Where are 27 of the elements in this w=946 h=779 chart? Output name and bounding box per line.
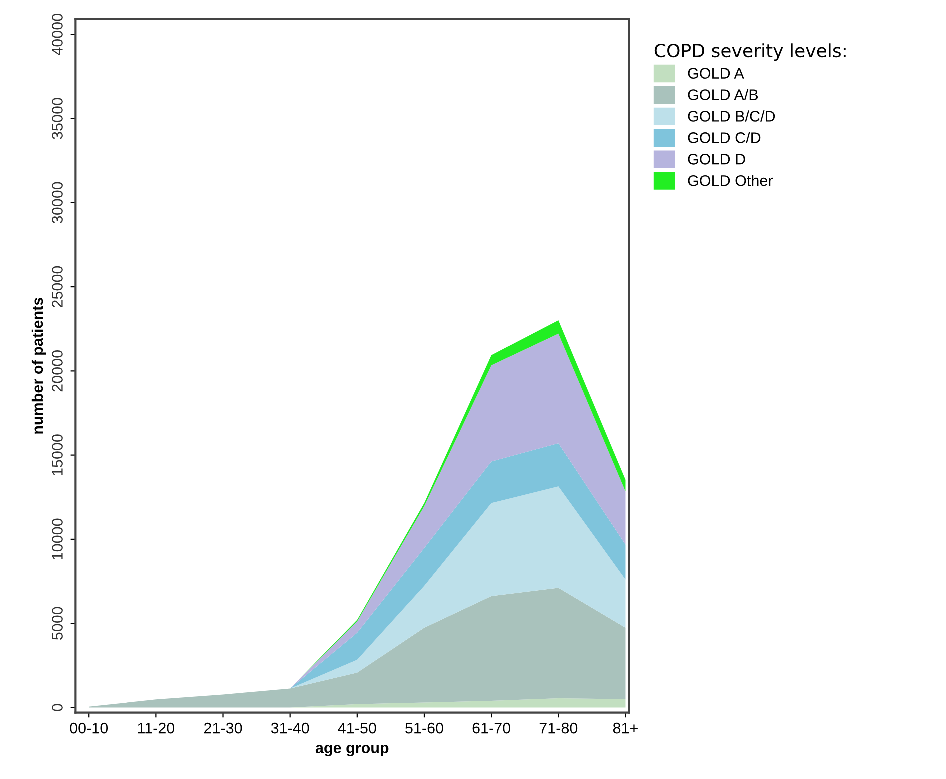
x-tick-label: 51-60 (406, 722, 444, 734)
y-tick-label: 15000 (52, 434, 63, 476)
y-tick-label: 40000 (52, 14, 63, 56)
x-tick-label: 81+ (613, 722, 638, 734)
y-axis-title: number of patients (32, 298, 46, 434)
y-tick-label: 0 (52, 704, 63, 712)
legend-label: GOLD A (688, 68, 744, 79)
x-tick-label: 71-80 (540, 722, 578, 734)
y-tick-label: 10000 (52, 518, 63, 560)
y-tick-label: 5000 (52, 607, 63, 640)
y-tick-label: 25000 (52, 266, 63, 308)
y-tick-label: 30000 (52, 182, 63, 224)
legend-label: GOLD Other (688, 175, 774, 186)
x-tick-label: 21-30 (204, 722, 242, 734)
x-tick-label: 11-20 (138, 722, 175, 734)
x-tick-label: 61-70 (472, 722, 511, 734)
legend-label: GOLD C/D (688, 132, 761, 144)
legend-title: COPD severity levels: (654, 44, 846, 62)
legend-label: GOLD D (688, 154, 746, 165)
legend-label: GOLD B/C/D (688, 110, 776, 122)
x-tick-label: 00-10 (70, 722, 108, 734)
legend-label: GOLD A/B (688, 89, 758, 100)
x-axis-title: age group (316, 745, 389, 757)
x-tick-label: 31-40 (271, 722, 310, 734)
x-tick-label: 41-50 (338, 722, 376, 734)
y-tick-label: 20000 (52, 350, 63, 392)
y-tick-label: 35000 (52, 98, 63, 140)
